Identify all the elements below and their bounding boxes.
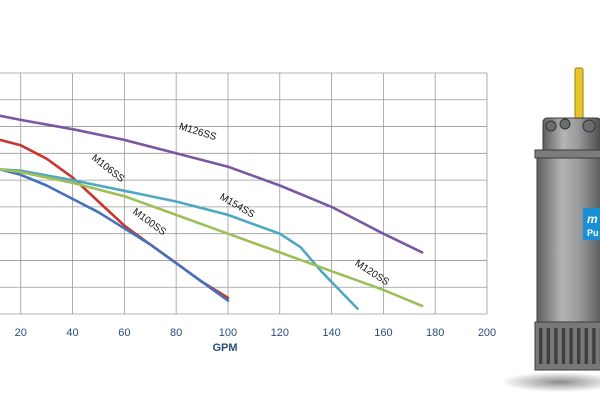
strainer-slot — [554, 328, 558, 364]
strainer-slot — [561, 328, 566, 364]
chart-series — [0, 114, 424, 310]
strainer-slot — [539, 328, 543, 364]
pump-strainer — [534, 321, 600, 371]
x-axis-label: GPM — [212, 342, 237, 354]
pump-illustration: m Pu — [505, 67, 600, 392]
pump-bolt — [545, 120, 557, 132]
series-line-m120ss — [0, 168, 424, 308]
strainer-slot — [546, 328, 550, 364]
pump-handle — [574, 67, 584, 125]
series-line-m154ss — [0, 168, 359, 310]
x-tick-label: 180 — [426, 327, 444, 339]
pump-bolt — [559, 118, 571, 130]
x-axis-ticks: 20 40 60 80 100 120 140 160 180 200 — [15, 327, 497, 339]
x-tick-label: 20 — [15, 327, 27, 339]
pump-collar — [534, 149, 600, 159]
x-tick-label: 100 — [219, 327, 237, 339]
series-label-m154ss: M154SS — [218, 192, 257, 221]
x-tick-label: 120 — [271, 327, 289, 339]
strainer-slot — [584, 328, 588, 364]
series-line-m126ss — [0, 114, 424, 254]
series-label-m120ss: M120SS — [353, 258, 391, 288]
pump-bolt — [582, 119, 596, 133]
chart-grid — [0, 72, 488, 315]
pump-badge — [583, 208, 600, 240]
x-tick-label: 40 — [66, 327, 78, 339]
strainer-slot — [569, 328, 573, 364]
pump-badge-bottom: Pu — [587, 228, 599, 238]
pump-badge-top: m — [587, 212, 598, 226]
series-line-m106ss — [0, 138, 230, 300]
strainer-slot — [592, 328, 596, 364]
series-label-m126ss: M126SS — [178, 121, 218, 143]
x-tick-label: 140 — [322, 327, 340, 339]
x-tick-label: 200 — [478, 327, 496, 339]
x-tick-label: 80 — [170, 327, 182, 339]
pump-shadow — [505, 372, 600, 392]
strainer-slot — [577, 328, 581, 364]
x-tick-label: 60 — [118, 327, 130, 339]
x-tick-label: 160 — [374, 327, 392, 339]
series-line-m100ss — [0, 168, 230, 302]
